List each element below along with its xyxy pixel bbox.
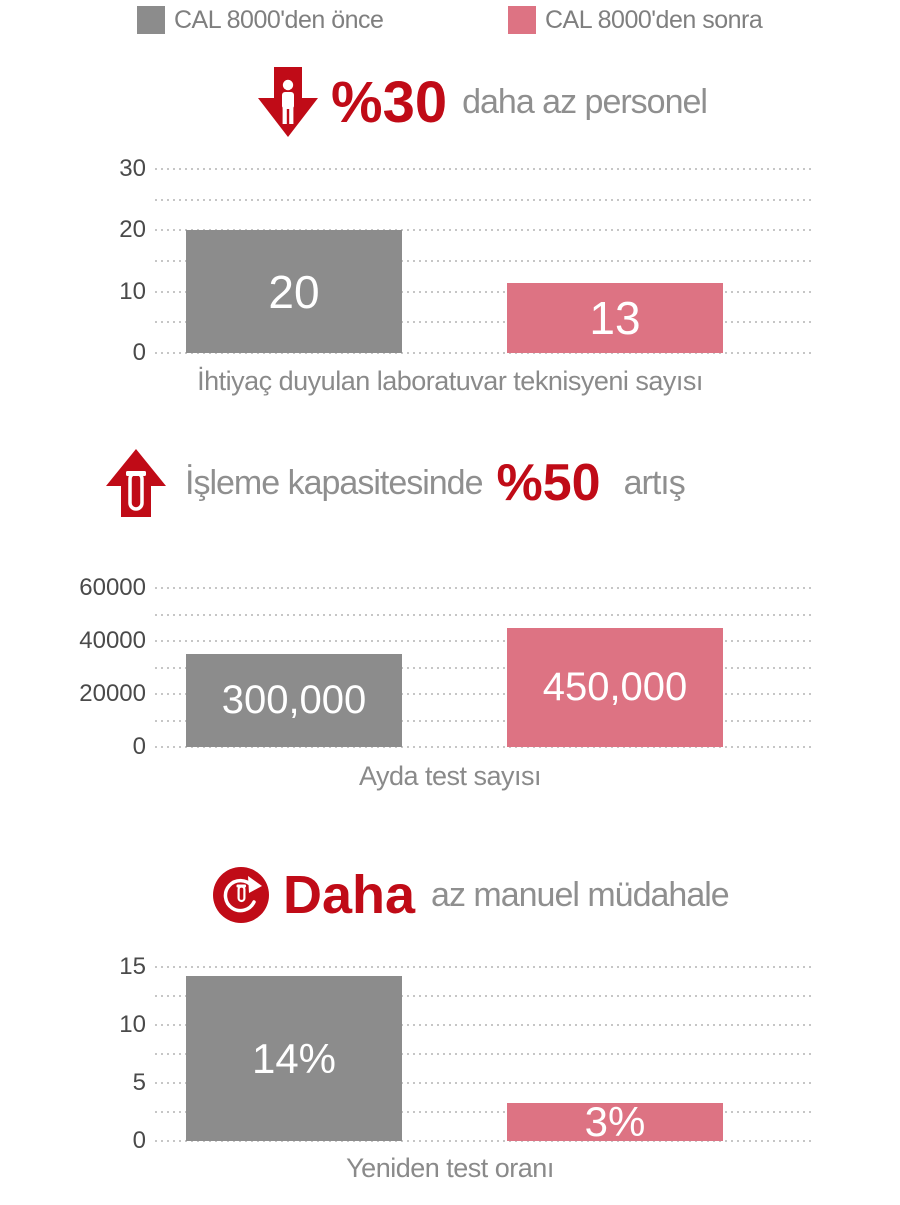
stat-value: Daha bbox=[283, 865, 416, 925]
y-axis-tick-label: 20 bbox=[119, 216, 146, 244]
legend-label-before: CAL 8000'den önce bbox=[174, 5, 384, 34]
gridline bbox=[155, 1024, 812, 1026]
chart-caption: Ayda test sayısı bbox=[358, 761, 542, 791]
gridline bbox=[155, 168, 812, 170]
y-axis-tick-label: 15 bbox=[119, 953, 146, 980]
stat-lead-text: İşleme kapasitesinde bbox=[185, 463, 484, 502]
chart-caption: Yeniden test oranı bbox=[346, 1153, 554, 1183]
gridline bbox=[155, 352, 812, 354]
gridline bbox=[155, 260, 812, 262]
legend-swatch-before bbox=[137, 6, 165, 34]
bar-value-label: 13 bbox=[589, 292, 641, 345]
gridline bbox=[155, 290, 812, 293]
bar-after: 450,000 bbox=[507, 627, 723, 747]
bar-value-label: 20 bbox=[268, 265, 320, 318]
y-axis-tick-label: 5 bbox=[132, 1069, 146, 1096]
gridline bbox=[155, 587, 812, 589]
y-axis-tick-label: 30 bbox=[119, 155, 146, 182]
gridline bbox=[155, 1082, 812, 1084]
stat-description: daha az personel bbox=[462, 82, 708, 121]
tube-up-arrow-icon bbox=[103, 448, 169, 518]
gridline bbox=[155, 666, 812, 669]
chart-caption: İhtiyaç duyulan laboratuvar teknisyeni s… bbox=[197, 366, 703, 396]
gridline bbox=[155, 746, 812, 748]
section-heading-capacity: İşleme kapasitesinde %50 artış bbox=[103, 447, 686, 519]
y-axis-tick-label: 0 bbox=[132, 733, 146, 760]
gridline bbox=[155, 719, 812, 722]
gridline bbox=[155, 640, 812, 642]
stat-description: az manuel müdahale bbox=[431, 875, 730, 914]
bar-value-label: 3% bbox=[584, 1097, 646, 1145]
legend-swatch-after bbox=[508, 6, 536, 34]
person-down-arrow-icon bbox=[255, 66, 321, 138]
stat-value: %50 bbox=[496, 454, 601, 512]
section-heading-manual-intervention: Daha az manuel müdahale bbox=[212, 864, 730, 926]
tube-refresh-circle-icon bbox=[212, 866, 270, 924]
bar-value-label: 450,000 bbox=[542, 664, 688, 709]
y-axis-tick-label: 0 bbox=[132, 339, 146, 366]
gridline bbox=[155, 995, 812, 997]
y-axis-tick-label: 60000 bbox=[79, 574, 146, 601]
bar-before: 20 bbox=[186, 230, 402, 353]
bar-after: 3% bbox=[507, 1098, 723, 1145]
gridline bbox=[155, 613, 812, 616]
stat-value: %30 bbox=[331, 69, 448, 135]
gridline bbox=[155, 1140, 812, 1142]
bar-before: 300,000 bbox=[186, 654, 402, 747]
gridline bbox=[155, 229, 812, 232]
legend-item-after: CAL 8000'den sonra bbox=[508, 5, 763, 35]
stat-description: artış bbox=[623, 463, 686, 502]
bar-after: 13 bbox=[507, 283, 723, 353]
gridline bbox=[155, 966, 812, 968]
legend-item-before: CAL 8000'den önce bbox=[137, 5, 384, 35]
y-axis-tick-label: 40000 bbox=[79, 627, 146, 654]
legend-label-after: CAL 8000'den sonra bbox=[545, 5, 763, 34]
y-axis-tick-label: 10 bbox=[119, 1011, 146, 1038]
gridline bbox=[155, 1053, 812, 1055]
bar-before: 14% bbox=[186, 976, 402, 1141]
bar-value-label: 300,000 bbox=[221, 678, 367, 723]
gridline bbox=[155, 693, 812, 695]
gridline bbox=[155, 198, 812, 201]
gridline bbox=[155, 321, 812, 324]
gridline bbox=[155, 1111, 812, 1113]
y-axis-tick-label: 10 bbox=[119, 277, 146, 305]
bar-value-label: 14% bbox=[251, 1034, 337, 1082]
y-axis-tick-label: 20000 bbox=[79, 680, 146, 707]
section-heading-personnel: %30 daha az personel bbox=[255, 62, 708, 142]
y-axis-tick-label: 0 bbox=[132, 1127, 146, 1154]
